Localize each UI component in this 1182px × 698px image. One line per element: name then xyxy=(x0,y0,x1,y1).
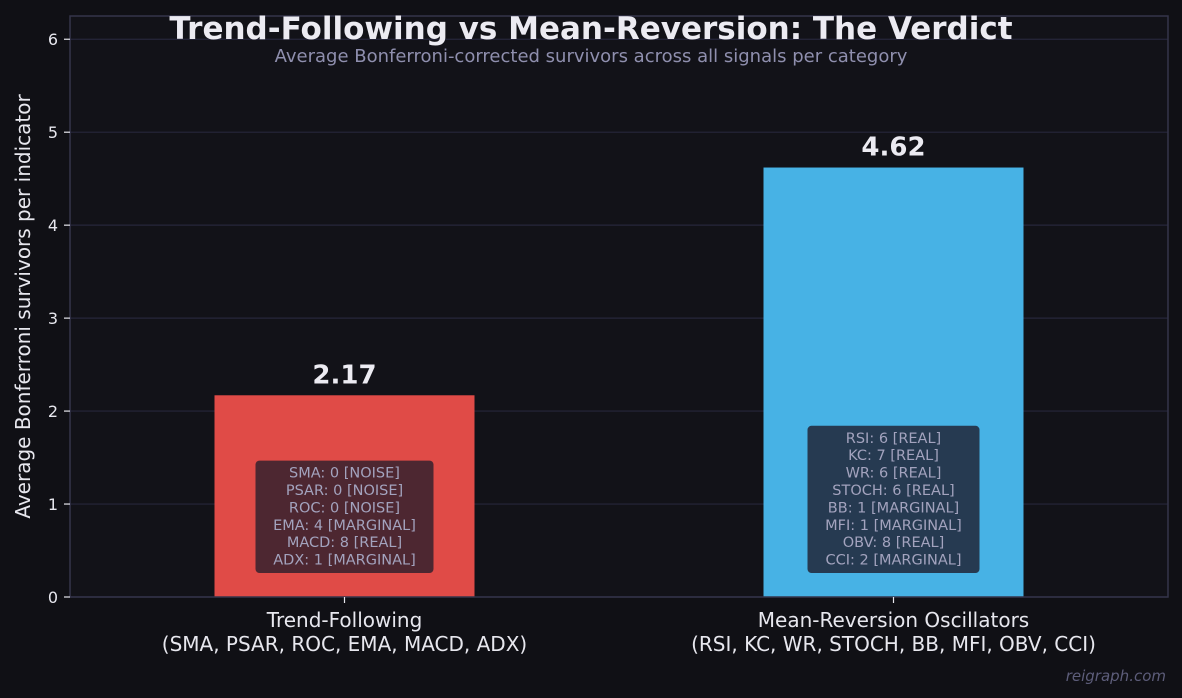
breakdown-line: STOCH: 6 [REAL] xyxy=(832,483,954,499)
breakdown-line: CCI: 2 [MARGINAL] xyxy=(825,553,961,569)
breakdown-line: ROC: 0 [NOISE] xyxy=(289,500,400,516)
breakdown-line: SMA: 0 [NOISE] xyxy=(289,466,400,482)
bar-group: 2.17 SMA: 0 [NOISE]PSAR: 0 [NOISE]ROC: 0 … xyxy=(214,360,475,597)
axes: 0 1 2 3 4 5 6 Trend-Following(SMA, PSAR, ROC, E… xyxy=(48,30,1096,656)
x-tick-sublabel: (RSI, KC, WR, STOCH, BB, MFI, OBV, CCI) xyxy=(691,632,1096,656)
plot-frame xyxy=(69,15,1169,598)
breakdown-line: MACD: 8 [REAL] xyxy=(287,535,402,551)
breakdown-box xyxy=(255,460,434,573)
y-tick-label: 5 xyxy=(48,123,58,142)
breakdown-line: KC: 7 [REAL] xyxy=(848,448,939,464)
bar-group: 4.62 RSI: 6 [REAL]KC: 7 [REAL] WR: 6 [REAL… xyxy=(763,133,1024,598)
chart-subtitle: Average Bonferroni-corrected survivors a… xyxy=(275,46,908,67)
breakdown-line: MFI: 1 [MARGINAL] xyxy=(825,518,962,534)
x-tick-label: Mean-Reversion Oscillators xyxy=(758,608,1029,632)
bar-value-label: 4.62 xyxy=(861,133,925,163)
breakdown-line: EMA: 4 [MARGINAL] xyxy=(273,518,416,534)
y-tick-label: 3 xyxy=(48,309,58,328)
x-tick-label: Trend-Following xyxy=(266,608,423,632)
breakdown-line: OBV: 8 [REAL] xyxy=(843,535,945,551)
watermark: reigraph.com xyxy=(1066,667,1166,685)
x-tick-sublabel: (SMA, PSAR, ROC, EMA, MACD, ADX) xyxy=(162,632,527,656)
breakdown-line: ADX: 1 [MARGINAL] xyxy=(273,553,416,569)
bars: 2.17 SMA: 0 [NOISE]PSAR: 0 [NOISE]ROC: 0 … xyxy=(214,133,1024,598)
y-tick-label: 4 xyxy=(48,216,58,235)
breakdown-line: BB: 1 [MARGINAL] xyxy=(828,500,959,516)
y-tick-label: 6 xyxy=(48,30,58,49)
y-tick-label: 1 xyxy=(48,495,58,514)
breakdown-line: RSI: 6 [REAL] xyxy=(846,431,941,447)
breakdown-box xyxy=(807,425,980,573)
bar-value-label: 2.17 xyxy=(312,360,376,390)
breakdown-line: PSAR: 0 [NOISE] xyxy=(286,483,403,499)
breakdown-line: WR: 6 [REAL] xyxy=(846,466,942,482)
y-axis-label: Average Bonferroni survivors per indicat… xyxy=(11,94,35,519)
chart-title: Trend-Following vs Mean-Reversion: The V… xyxy=(169,11,1012,47)
y-tick-label: 0 xyxy=(48,588,58,607)
y-tick-label: 2 xyxy=(48,402,58,421)
